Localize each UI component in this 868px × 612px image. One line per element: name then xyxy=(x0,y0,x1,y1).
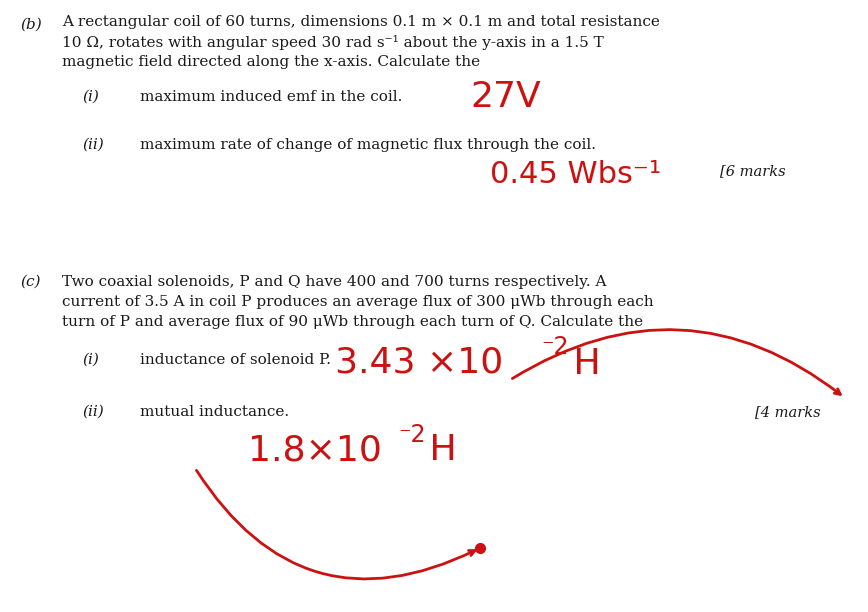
Text: (c): (c) xyxy=(20,275,41,289)
Text: H: H xyxy=(562,347,601,381)
Text: [6 marks: [6 marks xyxy=(720,164,786,178)
Text: 10 Ω, rotates with angular speed 30 rad s⁻¹ about the y-axis in a 1.5 T: 10 Ω, rotates with angular speed 30 rad … xyxy=(62,35,604,50)
Text: H: H xyxy=(418,433,457,467)
Text: magnetic field directed along the x-axis. Calculate the: magnetic field directed along the x-axis… xyxy=(62,55,480,69)
Text: turn of P and average flux of 90 μWb through each turn of Q. Calculate the: turn of P and average flux of 90 μWb thr… xyxy=(62,315,643,329)
Text: 0.45 Wbs⁻¹: 0.45 Wbs⁻¹ xyxy=(490,160,661,189)
Text: 3.43 ×10: 3.43 ×10 xyxy=(335,345,503,379)
Text: mutual inductance.: mutual inductance. xyxy=(140,405,289,419)
Text: current of 3.5 A in coil P produces an average flux of 300 μWb through each: current of 3.5 A in coil P produces an a… xyxy=(62,295,654,309)
Text: A rectangular coil of 60 turns, dimensions 0.1 m × 0.1 m and total resistance: A rectangular coil of 60 turns, dimensio… xyxy=(62,15,660,29)
Text: ⁻2: ⁻2 xyxy=(541,335,569,359)
Text: Two coaxial solenoids, P and Q have 400 and 700 turns respectively. A: Two coaxial solenoids, P and Q have 400 … xyxy=(62,275,607,289)
Text: maximum induced emf in the coil.: maximum induced emf in the coil. xyxy=(140,90,403,104)
Text: [4 marks: [4 marks xyxy=(755,405,820,419)
Text: (ii): (ii) xyxy=(82,138,104,152)
Text: (b): (b) xyxy=(20,18,42,32)
Text: (i): (i) xyxy=(82,90,99,104)
Text: maximum rate of change of magnetic flux through the coil.: maximum rate of change of magnetic flux … xyxy=(140,138,596,152)
Text: inductance of solenoid P.: inductance of solenoid P. xyxy=(140,353,331,367)
Text: 1.8×10: 1.8×10 xyxy=(248,433,382,467)
Text: (ii): (ii) xyxy=(82,405,104,419)
Text: 27V: 27V xyxy=(470,80,541,114)
Text: (i): (i) xyxy=(82,353,99,367)
Text: ⁻2: ⁻2 xyxy=(398,423,425,447)
